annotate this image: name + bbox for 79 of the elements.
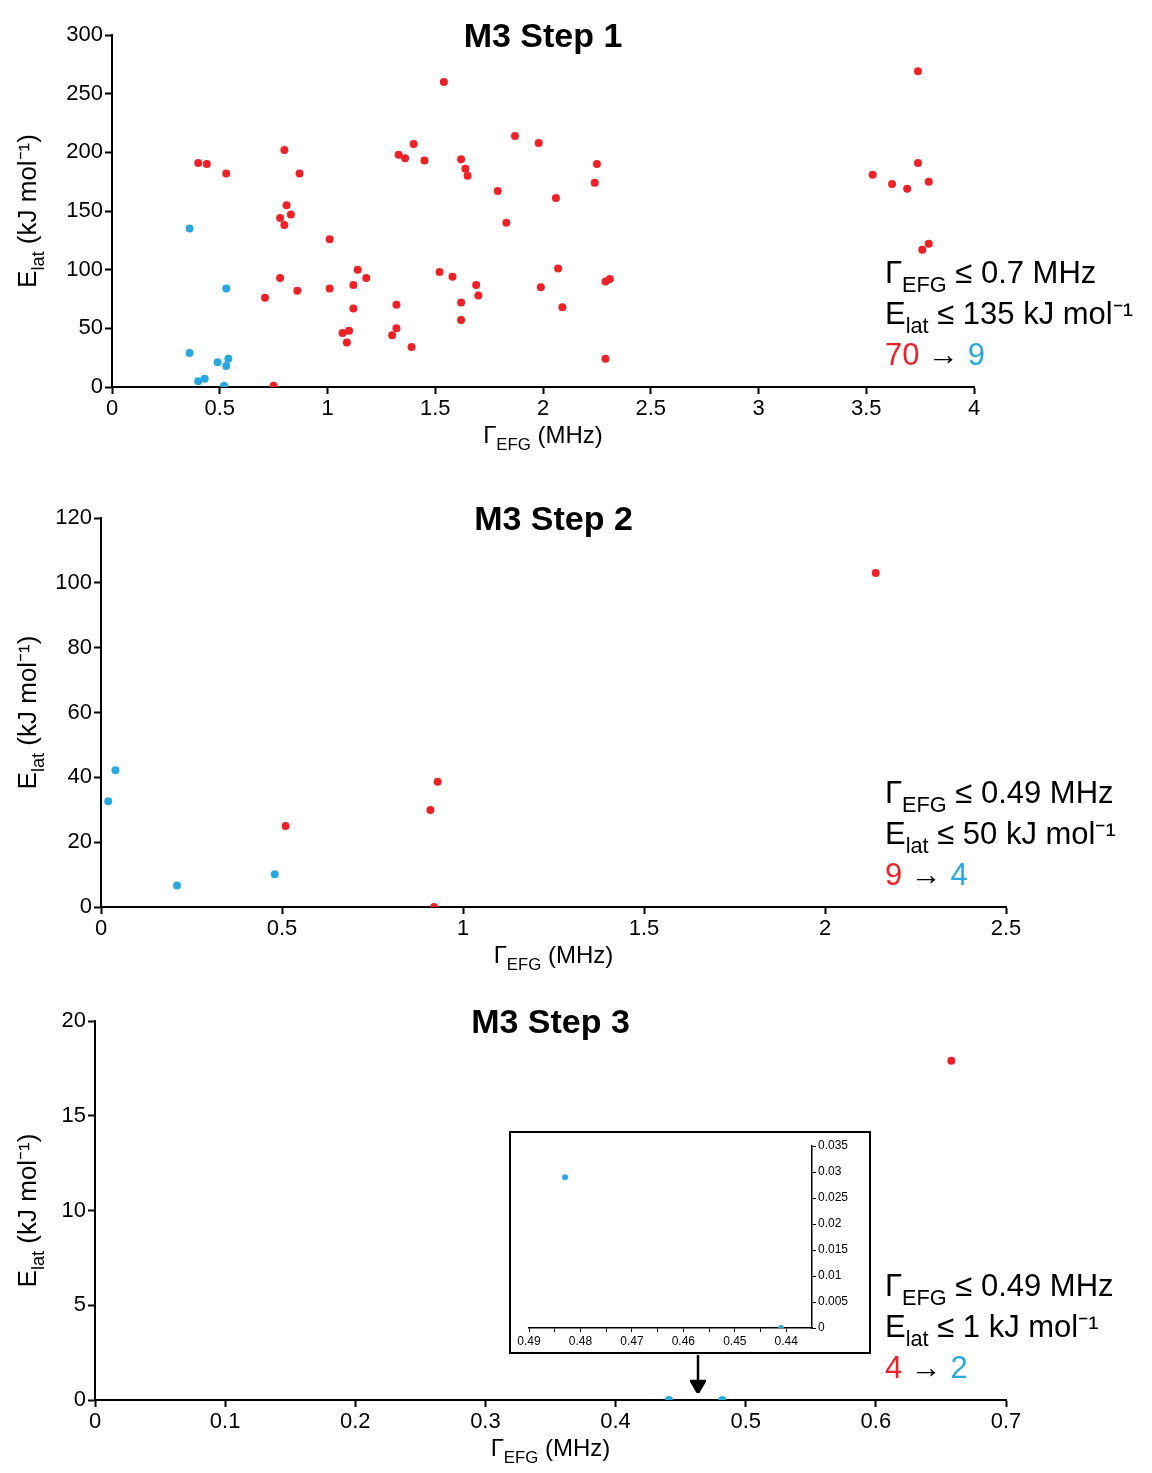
point (200, 374, 209, 383)
x-tick-label: 4 (967, 395, 981, 421)
x-tick-label: 1 (456, 915, 470, 941)
y-axis-title: Elat (kJ mol⁻¹) (12, 1133, 48, 1288)
chart-title: M3 Step 3 (471, 1002, 630, 1040)
chart-title: M3 Step 1 (463, 16, 623, 54)
x-tick-label: 0.49 (517, 1333, 541, 1348)
y-tick-label: 250 (66, 79, 103, 105)
x-tick-label: 0.44 (774, 1333, 799, 1348)
x-tick-label: 0.45 (723, 1333, 747, 1348)
x-tick-label: 3.5 (850, 395, 882, 421)
point (270, 870, 279, 879)
point (185, 348, 194, 357)
x-tick-label: 1.5 (628, 915, 660, 941)
point (281, 821, 290, 830)
y2-tick-label: 0.005 (818, 1294, 849, 1309)
x-tick-label: 3 (752, 395, 765, 421)
x-tick-label: 2.5 (635, 395, 667, 421)
annotation: 4 → 2 (885, 1350, 968, 1385)
y-tick-label: 200 (66, 138, 103, 164)
y2-tick-label: 0 (818, 1320, 825, 1335)
x-tick-label: 0 (105, 395, 119, 421)
y-tick-label: 40 (67, 763, 92, 789)
y-tick-label: 20 (61, 1007, 86, 1033)
point (426, 806, 435, 815)
y-tick-label: 120 (55, 504, 92, 530)
point (173, 881, 182, 890)
x-tick-label: 0.5 (266, 915, 298, 941)
y-axis-title: Elat (kJ mol⁻¹) (12, 635, 48, 790)
x-tick-label: 1.5 (419, 395, 451, 421)
y-tick-label: 50 (78, 314, 103, 340)
point (104, 797, 113, 806)
x-tick-label: 2.5 (990, 915, 1022, 941)
y-tick-label: 20 (67, 828, 92, 854)
x-tick-label: 0.46 (671, 1333, 696, 1348)
x-tick-label: 1 (321, 395, 334, 421)
y-tick-label: 60 (67, 698, 92, 724)
y-tick-label: 300 (66, 21, 103, 47)
y-tick-label: 5 (73, 1291, 86, 1317)
x-tick-label: 0.48 (568, 1333, 593, 1348)
y2-tick-label: 0.015 (818, 1242, 849, 1257)
chart-title: M3 Step 2 (474, 499, 633, 537)
x-tick-label: 0.5 (730, 1408, 762, 1434)
x-tick-label: 0.2 (339, 1408, 371, 1434)
y-tick-label: 0 (79, 893, 92, 919)
y2-tick-label: 0.035 (818, 1138, 849, 1153)
point (871, 569, 880, 578)
point (213, 358, 222, 367)
y-tick-label: 150 (66, 197, 103, 223)
point (224, 354, 233, 363)
x-tick-label: 0.5 (204, 395, 236, 421)
y2-tick-label: 0.01 (818, 1268, 842, 1283)
y2-tick-label: 0.03 (818, 1164, 842, 1179)
point (185, 224, 194, 233)
y-axis-title: Elat (kJ mol⁻¹) (12, 134, 48, 288)
y-tick-label: 10 (61, 1196, 86, 1222)
point (194, 377, 203, 386)
y-tick-label: 15 (61, 1101, 86, 1127)
y-tick-label: 100 (55, 568, 92, 594)
y-tick-label: 80 (67, 633, 92, 659)
point (222, 361, 231, 370)
x-tick-label: 0.6 (860, 1408, 892, 1434)
x-tick-label: 0.7 (990, 1408, 1022, 1434)
point (111, 766, 120, 775)
annotation: 70 → 9 (885, 337, 985, 372)
x-tick-label: 0.4 (600, 1408, 631, 1434)
y-tick-label: 0 (90, 373, 103, 399)
point (433, 777, 442, 786)
x-tick-label: 2 (818, 915, 832, 941)
x-tick-label: 2 (536, 395, 550, 421)
y-tick-label: 100 (66, 255, 103, 281)
x-tick-label: 0.1 (209, 1408, 241, 1434)
x-tick-label: 0.47 (620, 1333, 644, 1348)
annotation: 9 → 4 (885, 857, 968, 892)
y2-tick-label: 0.025 (818, 1190, 849, 1205)
point (222, 284, 231, 293)
y-tick-label: 0 (73, 1386, 86, 1412)
y2-tick-label: 0.02 (818, 1216, 842, 1231)
x-tick-label: 0.3 (470, 1408, 501, 1434)
